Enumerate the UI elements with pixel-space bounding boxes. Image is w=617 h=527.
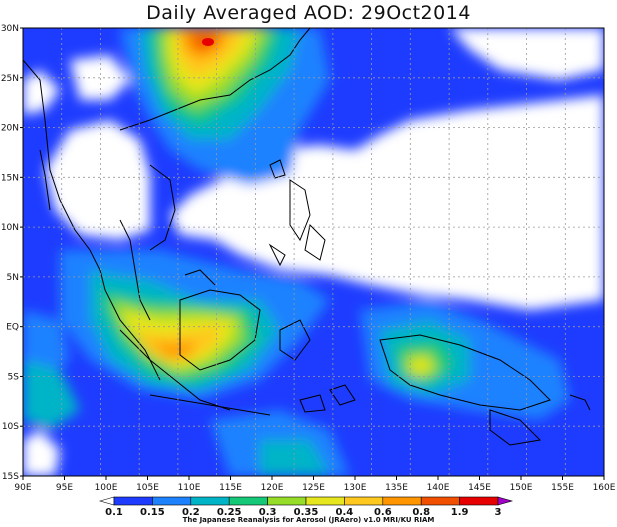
colorbar-swatch	[267, 496, 307, 506]
colorbar-swatch	[344, 496, 384, 506]
colorbar-swatch	[305, 496, 345, 506]
map-title: Daily Averaged AOD: 29Oct2014	[146, 2, 471, 24]
colorbar-label: 0.4	[336, 507, 354, 518]
lon-label: 90E	[14, 483, 31, 493]
colorbar-swatch	[420, 496, 460, 506]
lon-label: 130E	[344, 483, 367, 493]
lat-label: 25N	[1, 74, 19, 84]
lon-label: 115E	[219, 483, 242, 493]
colorbar-label: 0.2	[182, 507, 200, 518]
lat-label: EQ	[6, 323, 19, 333]
lon-label: 150E	[510, 483, 533, 493]
lon-label: 110E	[178, 483, 201, 493]
lon-label: 95E	[56, 483, 73, 493]
coastlines	[23, 28, 591, 446]
colorbar: 0.1 0.15 0.2 0.25 0.3 0.35 0.4 0.6 0.8 1.9 3	[98, 496, 514, 518]
lon-label: 140E	[427, 483, 450, 493]
lat-label: 15S	[2, 472, 19, 482]
lat-label: 30N	[1, 24, 19, 34]
colorbar-high-triangle	[497, 496, 514, 506]
colorbar-swatch	[152, 496, 192, 506]
lat-label: 10S	[2, 422, 19, 432]
lon-label: 135E	[385, 483, 408, 493]
colorbar-label: 0.6	[374, 507, 392, 518]
longitude-axis: 90E 95E 100E 105E 110E 115E 120E 125E 130E 135E 14…	[14, 476, 616, 493]
colorbar-label: 0.3	[259, 507, 277, 518]
colorbar-swatch	[228, 496, 268, 506]
lon-label: 100E	[95, 483, 118, 493]
colorbar-label: 0.35	[294, 507, 319, 518]
lat-label: 20N	[1, 124, 19, 134]
colorbar-label: 1.9	[451, 507, 469, 518]
colorbar-label: 0.1	[105, 507, 123, 518]
lat-label: 10N	[1, 223, 19, 233]
colorbar-label: 0.15	[140, 507, 165, 518]
lon-label: 120E	[261, 483, 284, 493]
colorbar-swatch	[459, 496, 499, 506]
colorbar-swatch	[190, 496, 230, 506]
colorbar-swatch	[113, 496, 153, 506]
colorbar-swatch	[382, 496, 422, 506]
latitude-axis: 30N 25N 20N 15N 10N 5N EQ 5S 10S 15S	[1, 24, 23, 482]
lon-label: 160E	[593, 483, 616, 493]
colorbar-label: 0.8	[412, 507, 430, 518]
lon-label: 105E	[136, 483, 159, 493]
graticule	[23, 28, 604, 476]
lon-label: 155E	[551, 483, 574, 493]
lat-label: 5S	[8, 372, 20, 382]
lon-label: 125E	[302, 483, 325, 493]
lat-label: 15N	[1, 173, 19, 183]
lon-label: 145E	[468, 483, 491, 493]
lat-label: 5N	[7, 273, 19, 283]
aod-field	[23, 28, 604, 476]
data-credit: The Japanese Reanalysis for Aerosol (JRA…	[182, 516, 435, 524]
colorbar-low-triangle	[98, 496, 115, 506]
colorbar-label: 0.25	[217, 507, 242, 518]
colorbar-label: 3	[495, 507, 502, 518]
